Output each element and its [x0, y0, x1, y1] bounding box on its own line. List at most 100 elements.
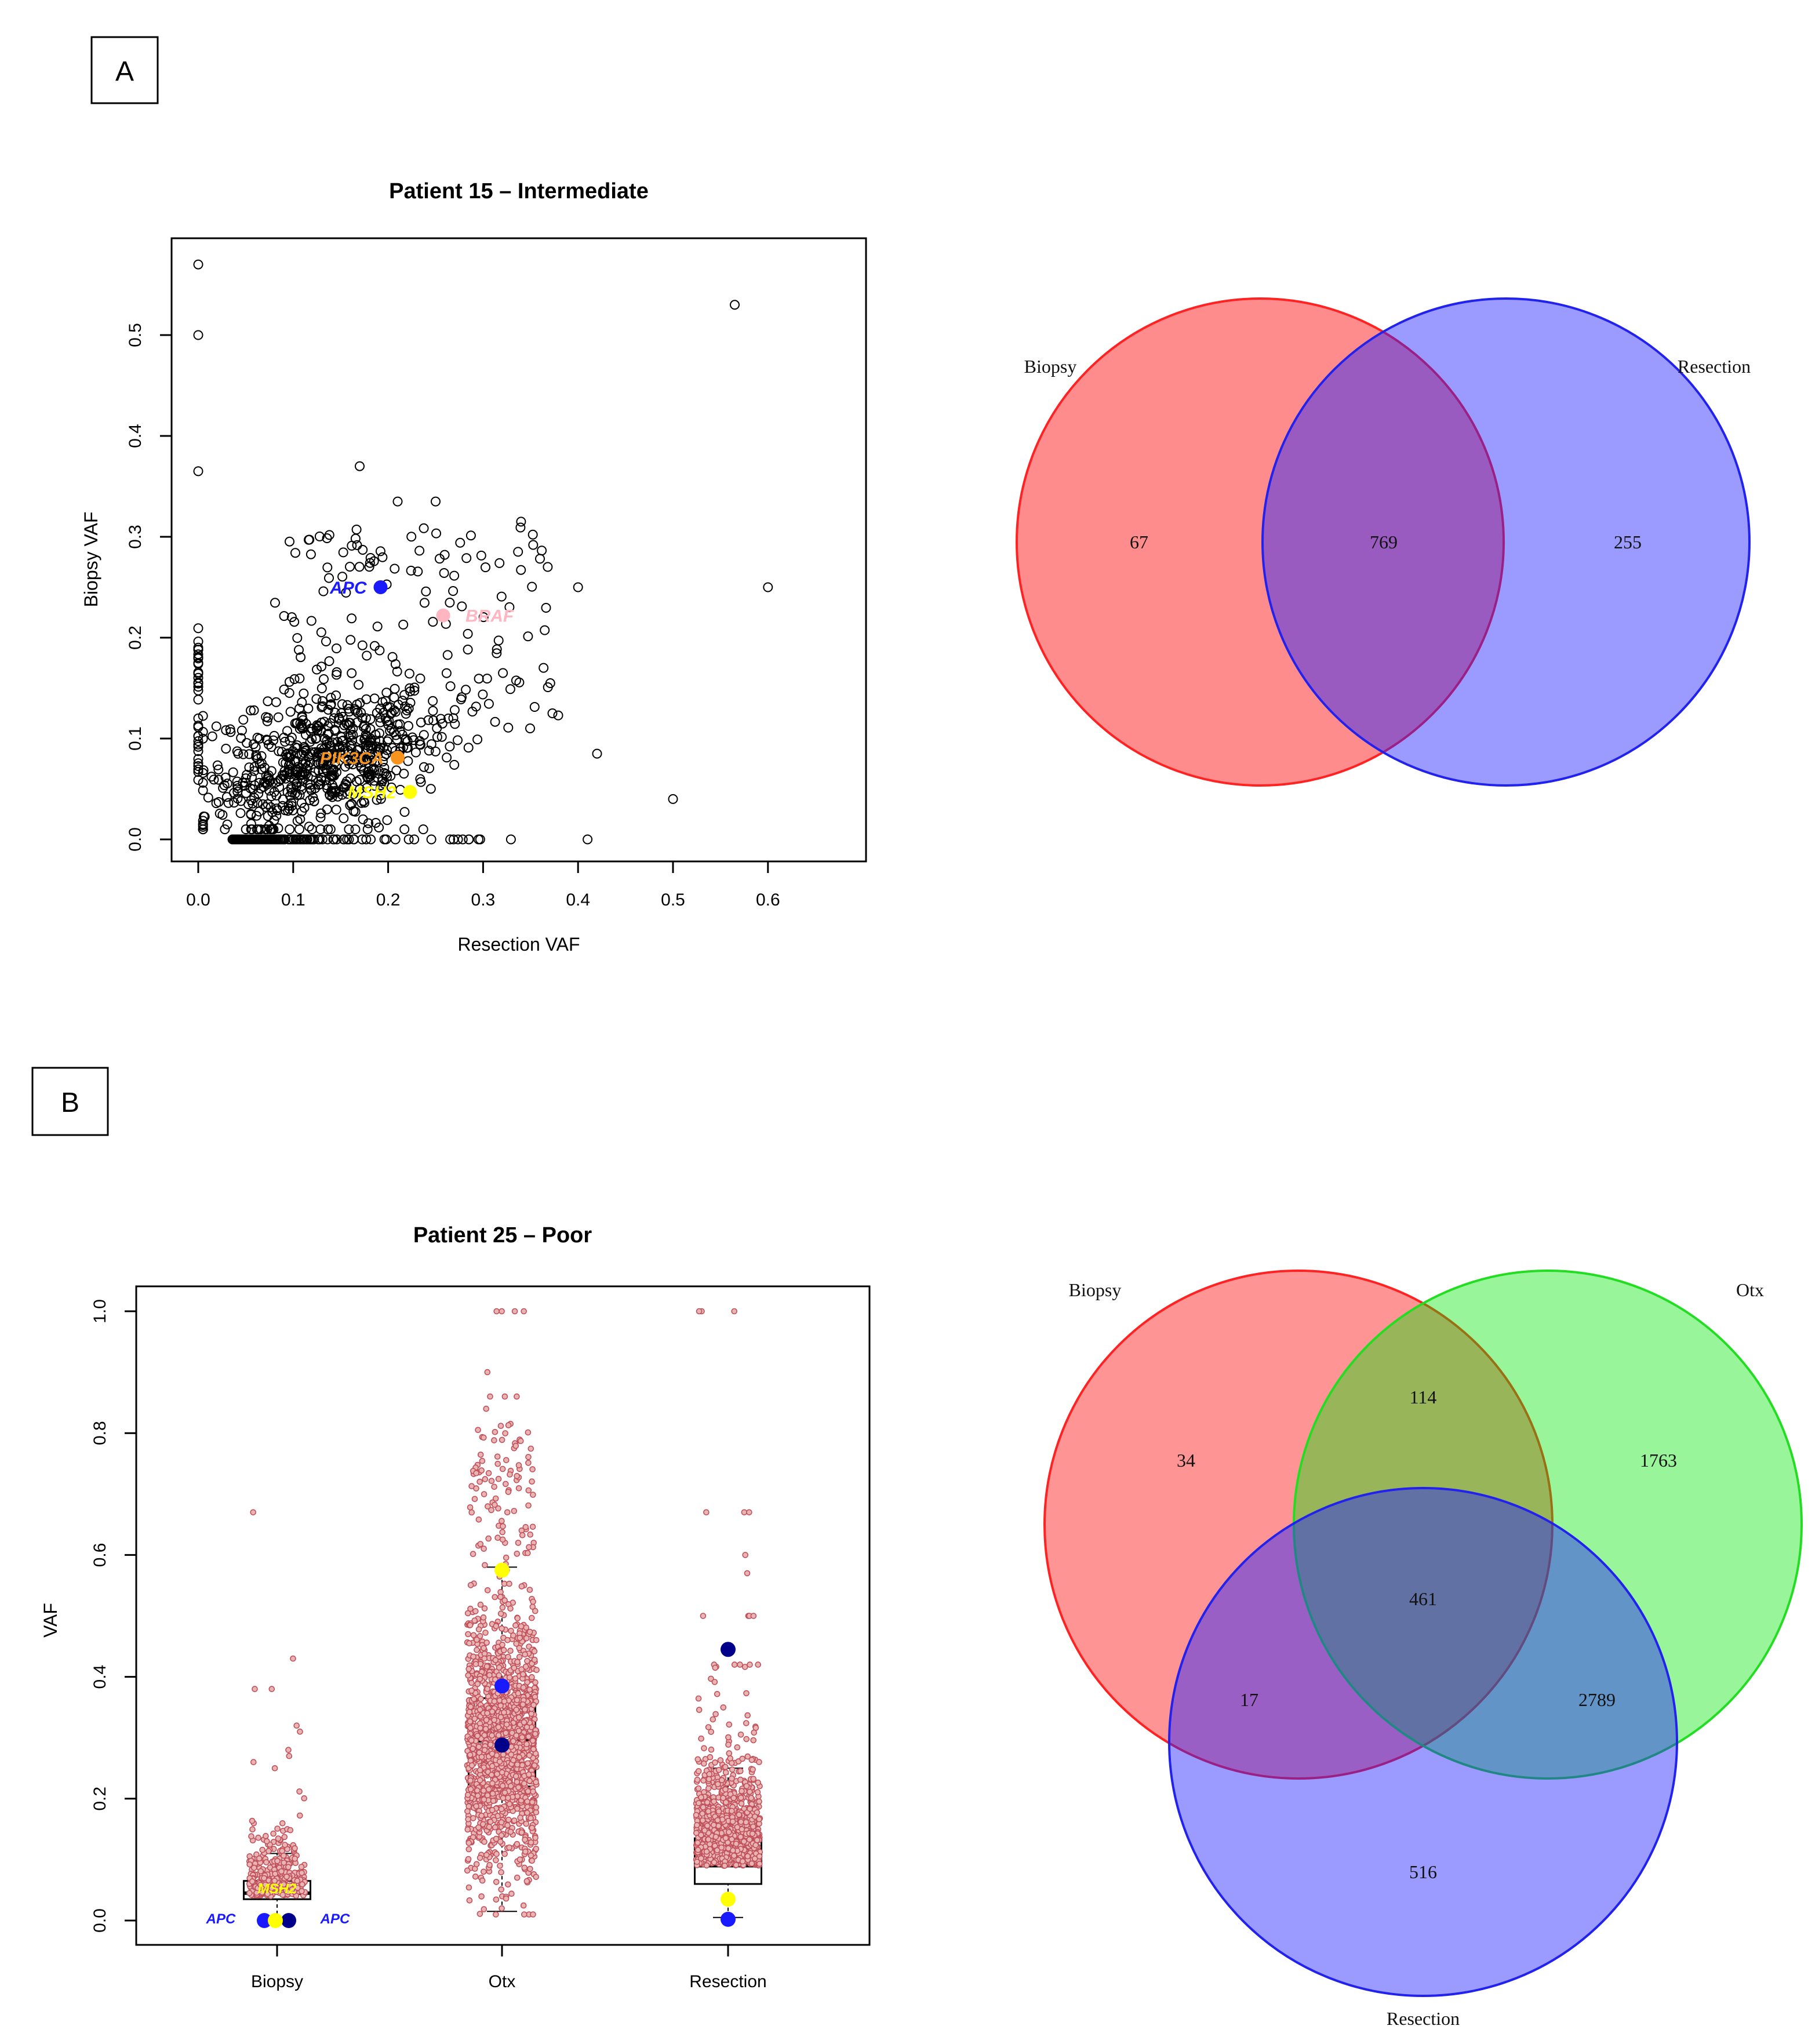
strip-point-resection: [717, 1757, 724, 1763]
strip-point-otx: [511, 1308, 518, 1315]
strip-point-biopsy: [297, 1728, 303, 1735]
scatter-x-tick-label: 0.1: [281, 890, 305, 910]
strip-apc-label-left: APC: [206, 1911, 236, 1927]
scatter-point: [358, 545, 368, 555]
scatter-point: [238, 749, 249, 759]
strip-point-otx: [531, 1656, 538, 1663]
strip-point-biopsy: [285, 1864, 292, 1870]
scatter-point: [292, 718, 303, 728]
strip-point-otx: [514, 1551, 521, 1557]
strip-point-biopsy: [279, 1847, 286, 1854]
strip-x-tick-label: Otx: [489, 1972, 516, 1991]
panel-b-label: B: [61, 1088, 79, 1118]
strip-point-otx: [467, 1752, 474, 1758]
scatter-point: [321, 775, 331, 785]
scatter-point: [286, 612, 297, 623]
scatter-point: [283, 801, 294, 811]
strip-point-resection: [707, 1754, 714, 1761]
strip-point-resection: [750, 1766, 756, 1773]
strip-point-otx: [467, 1504, 474, 1511]
strip-point-biopsy: [262, 1881, 269, 1888]
strip-point-otx: [505, 1489, 512, 1495]
strip-point-otx: [520, 1902, 527, 1909]
strip-point-otx: [532, 1730, 539, 1737]
strip-point-resection: [741, 1509, 748, 1516]
strip-point-otx: [482, 1726, 489, 1732]
venn-resection-only-count: 255: [1614, 532, 1642, 552]
strip-point-otx: [521, 1719, 527, 1726]
scatter-point: [346, 799, 356, 809]
strip-point-otx: [525, 1760, 531, 1767]
strip-highlight-msh2: [494, 1562, 510, 1578]
scatter-y-axis: 0.0 0.1 0.2 0.3 0.4 0.5: [126, 323, 172, 852]
scatter-point: [252, 733, 263, 743]
scatter-gene-label-braf: BRAF: [465, 607, 514, 626]
scatter-point: [445, 598, 455, 608]
strip-point-resection: [695, 1768, 702, 1774]
scatter-point: [299, 688, 309, 699]
scatter-point: [365, 553, 376, 563]
strip-point-otx: [499, 1604, 506, 1611]
scatter-point: [325, 824, 336, 835]
strip-point-resection: [694, 1776, 701, 1783]
strip-point-otx: [499, 1308, 505, 1315]
strip-point-otx: [499, 1529, 506, 1536]
scatter-point: [668, 794, 678, 804]
scatter-point: [553, 710, 563, 721]
scatter-point: [339, 813, 349, 824]
strip-point-otx: [525, 1502, 532, 1509]
strip-point-otx: [486, 1861, 493, 1868]
strip-point-resection: [750, 1776, 756, 1782]
scatter-point: [379, 779, 390, 789]
strip-point-biopsy: [263, 1832, 269, 1839]
scatter-point: [496, 591, 507, 602]
strip-point-resection: [703, 1509, 710, 1516]
scatter-point: [323, 704, 333, 715]
strip-point-biopsy: [256, 1855, 263, 1862]
scatter-point: [330, 788, 340, 798]
scatter-point: [237, 725, 247, 736]
strip-point-otx: [499, 1625, 505, 1632]
strip-point-biopsy: [263, 1859, 270, 1865]
strip-point-otx: [530, 1788, 536, 1795]
strip-point-otx: [468, 1737, 475, 1744]
strip-point-otx: [523, 1878, 530, 1885]
scatter-point: [377, 552, 388, 562]
scatter-point: [348, 789, 359, 799]
scatter-point: [217, 810, 228, 820]
scatter-point: [457, 834, 468, 845]
strip-point-otx: [476, 1854, 483, 1861]
strip-point-resection: [694, 1858, 700, 1865]
scatter-point: [193, 659, 203, 669]
strip-point-otx: [527, 1839, 534, 1846]
scatter-point: [344, 834, 354, 845]
strip-point-otx: [497, 1594, 504, 1600]
scatter-point: [193, 746, 203, 757]
scatter-point: [513, 547, 523, 557]
scatter-point: [362, 783, 372, 793]
scatter-point: [361, 713, 371, 723]
strip-point-otx: [519, 1734, 526, 1741]
scatter-point: [193, 736, 203, 746]
strip-point-otx: [476, 1777, 483, 1784]
venn-biopsy-only-count: 67: [1130, 532, 1148, 552]
strip-point-otx: [514, 1393, 520, 1400]
strip-point-resection: [743, 1783, 750, 1790]
scatter-point: [257, 799, 268, 809]
strip-point-otx: [526, 1752, 533, 1759]
scatter-point: [405, 683, 415, 693]
scatter-point: [314, 834, 325, 845]
strip-point-otx: [486, 1824, 493, 1830]
scatter-x-tick-label: 0.2: [376, 890, 401, 910]
scatter-point: [442, 752, 452, 763]
strip-point-biopsy: [296, 1788, 303, 1795]
scatter-x-tick-label: 0.4: [566, 890, 590, 910]
strip-point-otx: [522, 1524, 529, 1530]
strip-point-biopsy: [290, 1655, 296, 1662]
scatter-point: [328, 737, 338, 748]
strip-point-resection: [700, 1613, 707, 1619]
strip-point-resection: [703, 1848, 710, 1855]
scatter-point: [285, 834, 296, 845]
scatter-points: [193, 259, 773, 845]
strip-point-resection: [694, 1839, 701, 1846]
